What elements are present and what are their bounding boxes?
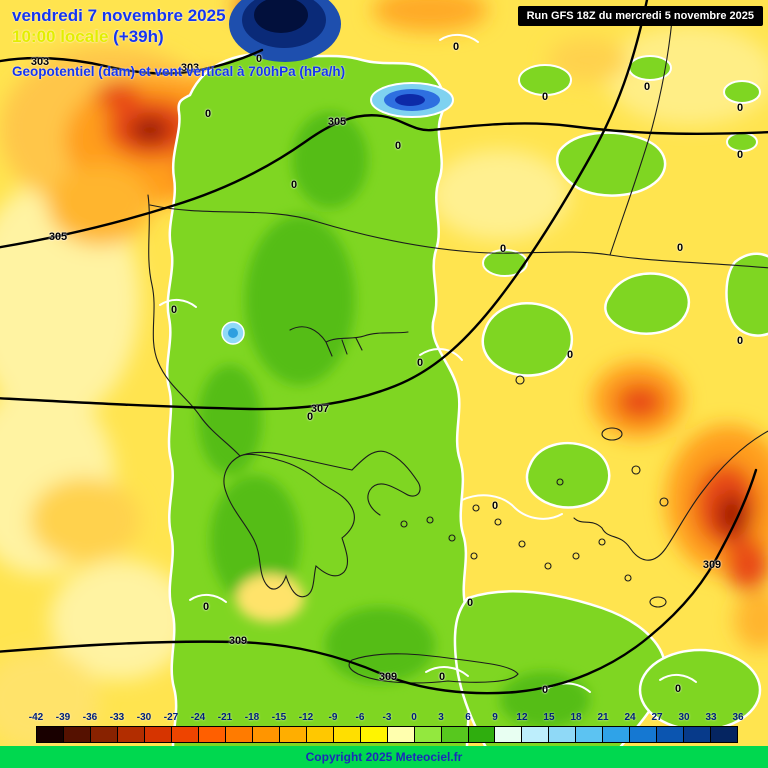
legend-color-cell xyxy=(306,727,334,742)
legend-color-cell xyxy=(360,727,388,742)
legend-tick: 0 xyxy=(411,712,417,723)
forecast-offset-label: (+39h) xyxy=(113,27,164,46)
legend-tick: 6 xyxy=(465,712,471,723)
legend-color-cell xyxy=(711,727,738,742)
legend-tick: -24 xyxy=(190,712,206,723)
local-time-label: 10:00 locale (+39h) xyxy=(12,27,164,47)
legend-color-cell xyxy=(90,727,118,742)
legend-tick: 33 xyxy=(705,712,717,723)
legend-color-cell xyxy=(630,727,658,742)
legend-tick: 18 xyxy=(570,712,582,723)
legend-tick: 9 xyxy=(492,712,498,723)
legend-color-cell xyxy=(414,727,442,742)
legend-color-cell xyxy=(684,727,712,742)
legend-tick: 3 xyxy=(438,712,444,723)
legend-tick: -6 xyxy=(355,712,365,723)
legend-color-cell xyxy=(576,727,604,742)
legend-tick: -27 xyxy=(163,712,179,723)
legend-color-cell xyxy=(333,727,361,742)
legend-tick: -21 xyxy=(217,712,233,723)
legend-bar xyxy=(36,726,738,743)
legend-color-cell xyxy=(441,727,469,742)
date-label: vendredi 7 novembre 2025 xyxy=(12,6,226,25)
legend-tick: -42 xyxy=(28,712,44,723)
legend-color-cell xyxy=(522,727,550,742)
legend-tick: -30 xyxy=(136,712,152,723)
legend-tick: -18 xyxy=(244,712,260,723)
legend-color-cell xyxy=(495,727,523,742)
legend-tick: 12 xyxy=(516,712,528,723)
legend-tick: 15 xyxy=(543,712,555,723)
legend-ticks: -42 -39 -36 -33 -30 -27 -24 -21 -18 -15 -12 -9 -6 -3 0… xyxy=(29,712,744,725)
legend-tick: -33 xyxy=(109,712,125,723)
legend-tick: 36 xyxy=(732,712,744,723)
legend-tick: -39 xyxy=(55,712,71,723)
legend-color-cell xyxy=(252,727,280,742)
local-time-text: 10:00 locale xyxy=(12,27,109,46)
legend-tick: -36 xyxy=(82,712,98,723)
parameter-label: Geopotentiel (dam) et vent vertical à 70… xyxy=(12,64,346,79)
legend-color-cell xyxy=(171,727,199,742)
legend-color-cell xyxy=(279,727,307,742)
legend-tick: -3 xyxy=(382,712,392,723)
legend-color-cell xyxy=(657,727,685,742)
legend-tick: 27 xyxy=(651,712,663,723)
legend-color-cell xyxy=(144,727,172,742)
legend-tick: -15 xyxy=(271,712,287,723)
legend-color-cell xyxy=(468,727,496,742)
legend-color-cell xyxy=(387,727,415,742)
legend-tick: 30 xyxy=(678,712,690,723)
legend-tick: 21 xyxy=(597,712,609,723)
legend-color-cell xyxy=(37,727,64,742)
legend-color-cell xyxy=(63,727,91,742)
legend-tick: 24 xyxy=(624,712,636,723)
legend-color-cell xyxy=(549,727,577,742)
run-info-box: Run GFS 18Z du mercredi 5 novembre 2025 xyxy=(517,6,763,26)
coastlines xyxy=(147,19,768,684)
legend-color-cell xyxy=(603,727,631,742)
legend-tick: -9 xyxy=(328,712,338,723)
legend-color-cell xyxy=(198,727,226,742)
legend: -42 -39 -36 -33 -30 -27 -24 -21 -18 -15 -12 -9 -6 -3 0… xyxy=(29,712,744,743)
legend-tick: -12 xyxy=(298,712,314,723)
legend-color-cell xyxy=(117,727,145,742)
copyright-bar: Copyright 2025 Meteociel.fr xyxy=(0,746,768,768)
geopotential-contours xyxy=(0,0,768,695)
legend-color-cell xyxy=(225,727,253,742)
